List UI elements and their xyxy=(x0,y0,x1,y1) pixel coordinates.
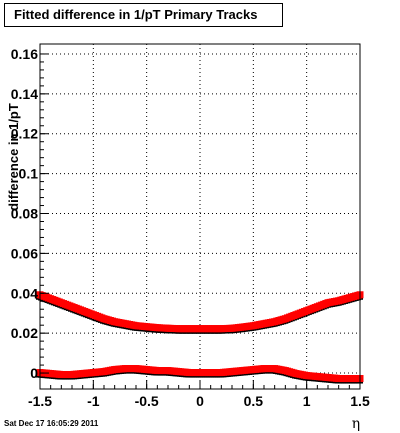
y-tick-label: 0.16 xyxy=(11,46,38,62)
y-tick-label: 0.02 xyxy=(11,325,38,341)
tick-labels: -1.5 -1 -0.5 0 0.5 1 1.5 0 0.02 0.04 0.06 0.08 0.1 0.… xyxy=(11,46,370,409)
x-tick-label: 1 xyxy=(303,393,311,409)
y-tick-label: 0.1 xyxy=(19,166,39,182)
x-tick-label: -1 xyxy=(87,393,100,409)
data-points xyxy=(36,291,364,384)
timestamp: Sat Dec 17 16:05:29 2011 xyxy=(4,419,99,428)
axis-ticks xyxy=(39,53,361,389)
y-tick-label: 0.04 xyxy=(11,285,38,301)
y-axis-title: difference in 1/pT xyxy=(6,103,21,211)
y-tick-label: 0.14 xyxy=(11,86,38,102)
chart-title: Fitted difference in 1/pT Primary Tracks xyxy=(4,3,283,27)
x-tick-label: 0 xyxy=(196,393,204,409)
x-tick-label: 0.5 xyxy=(244,393,264,409)
y-tick-label: 0.08 xyxy=(11,206,38,222)
y-tick-label: 0.12 xyxy=(11,126,38,142)
grid-lines xyxy=(40,44,360,389)
x-axis-title: η xyxy=(352,416,360,432)
x-tick-label: 1.5 xyxy=(350,393,370,409)
y-tick-label: 0.06 xyxy=(11,245,38,261)
y-tick-label: 0 xyxy=(30,365,38,381)
x-tick-label: -0.5 xyxy=(135,393,159,409)
x-tick-label: -1.5 xyxy=(28,393,52,409)
